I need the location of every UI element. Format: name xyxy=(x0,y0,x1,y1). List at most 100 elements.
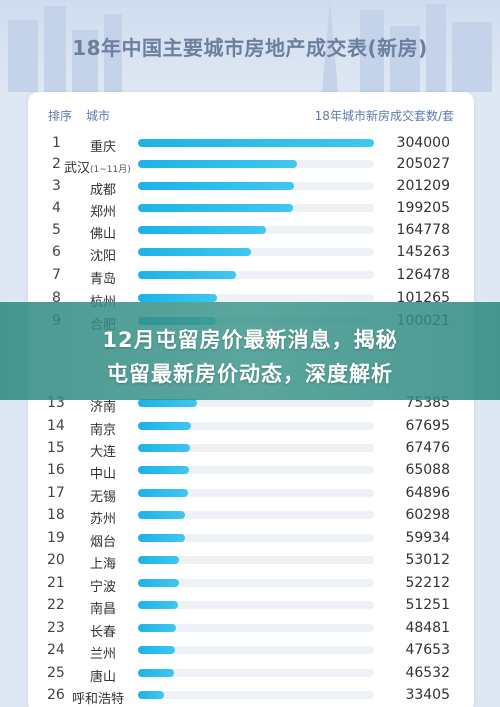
rank-number: 4 xyxy=(52,200,61,216)
city-label: 成都 xyxy=(90,183,117,198)
city-label: 宁波 xyxy=(90,580,117,595)
rank-number: 5 xyxy=(52,222,61,238)
bar xyxy=(138,624,176,632)
city-note: (1~11月) xyxy=(90,165,131,175)
bar-track xyxy=(138,271,374,279)
table-row: 4 郑州 199205 xyxy=(28,198,474,220)
table-row: 23 长春 48481 xyxy=(28,618,474,640)
city-label: 唐山 xyxy=(90,670,117,685)
rank-number: 23 xyxy=(47,620,65,636)
city-name: 佛山 xyxy=(90,223,116,242)
value-label: 145263 xyxy=(396,244,450,260)
bar xyxy=(138,248,251,256)
value-label: 64896 xyxy=(405,485,450,501)
table-row: 19 烟台 59934 xyxy=(28,528,474,550)
value-label: 126478 xyxy=(396,267,450,283)
bar xyxy=(138,579,179,587)
bar-track xyxy=(138,160,374,168)
table-row: 26 呼和浩特 33405 xyxy=(28,685,474,707)
bar-track xyxy=(138,422,374,430)
city-name: 重庆 xyxy=(90,136,116,155)
rank-number: 20 xyxy=(47,552,65,568)
rank-number: 16 xyxy=(47,462,65,478)
city-name: 长春 xyxy=(90,621,116,640)
table-row: 7 青岛 126478 xyxy=(28,265,474,287)
city-name: 青岛 xyxy=(90,268,116,287)
table-header: 排序 城市 18年城市新房成交套数/套 xyxy=(28,92,474,134)
rank-number: 19 xyxy=(47,530,65,546)
city-label: 中山 xyxy=(90,467,117,482)
bar xyxy=(138,444,191,452)
city-label: 南京 xyxy=(90,423,117,438)
table-row: 24 兰州 47653 xyxy=(28,640,474,662)
bar-track xyxy=(138,691,374,699)
value-label: 65088 xyxy=(405,462,450,478)
city-name: 成都 xyxy=(90,179,116,198)
city-name: 上海 xyxy=(90,553,116,572)
table-row: 15 大连 67476 xyxy=(28,438,474,460)
bar xyxy=(138,294,217,302)
city-name: 兰州 xyxy=(90,643,116,662)
rank-number: 15 xyxy=(47,440,65,456)
value-label: 67695 xyxy=(405,418,450,434)
rank-number: 2 xyxy=(52,156,61,172)
bar-track xyxy=(138,534,374,542)
city-name: 呼和浩特 xyxy=(72,688,124,707)
value-label: 164778 xyxy=(396,222,450,238)
bar-track xyxy=(138,556,374,564)
headline-line-2: 屯留最新房价动态，深度解析 xyxy=(107,362,393,386)
bar xyxy=(138,466,189,474)
rank-number: 6 xyxy=(52,244,61,260)
bar-track xyxy=(138,601,374,609)
table-row: 25 唐山 46532 xyxy=(28,663,474,685)
value-column-header: 18年城市新房成交套数/套 xyxy=(314,109,454,123)
rank-column-header: 排序 xyxy=(48,109,73,123)
bar-track xyxy=(138,646,374,654)
city-column-header: 城市 xyxy=(86,109,111,123)
bar-track xyxy=(138,466,374,474)
table-row: 1 重庆 304000 xyxy=(28,133,474,155)
bar xyxy=(138,646,175,654)
value-label: 199205 xyxy=(396,200,450,216)
bar-track xyxy=(138,204,374,212)
bar xyxy=(138,556,180,564)
rank-number: 14 xyxy=(47,418,65,434)
table-row: 3 成都 201209 xyxy=(28,176,474,198)
city-label: 青岛 xyxy=(90,272,117,287)
table-row: 21 宁波 52212 xyxy=(28,573,474,595)
city-label: 苏州 xyxy=(90,512,117,527)
city-name: 济南 xyxy=(90,396,116,415)
city-label: 长春 xyxy=(90,625,117,640)
city-name: 沈阳 xyxy=(90,245,116,264)
bar xyxy=(138,399,197,407)
value-label: 33405 xyxy=(405,687,450,703)
city-name: 苏州 xyxy=(90,508,116,527)
headline-line-1: 12月屯留房价最新消息，揭秘 xyxy=(102,328,398,352)
value-label: 51251 xyxy=(405,597,450,613)
bar-track xyxy=(138,226,374,234)
chart-title: 18年中国主要城市房地产成交表(新房) xyxy=(72,36,428,60)
table-row: 22 南昌 51251 xyxy=(28,595,474,617)
bar xyxy=(138,226,266,234)
city-name: 郑州 xyxy=(90,201,116,220)
bar-track xyxy=(138,139,374,147)
city-name: 宁波 xyxy=(90,576,116,595)
city-name: 烟台 xyxy=(90,531,116,550)
value-label: 47653 xyxy=(405,642,450,658)
rank-number: 7 xyxy=(52,267,61,283)
rank-number: 25 xyxy=(47,665,65,681)
bar-track xyxy=(138,489,374,497)
bar xyxy=(138,691,164,699)
bar-track xyxy=(138,399,374,407)
table-row: 17 无锡 64896 xyxy=(28,483,474,505)
rank-number: 22 xyxy=(47,597,65,613)
table-row: 20 上海 53012 xyxy=(28,550,474,572)
table-row: 14 南京 67695 xyxy=(28,416,474,438)
city-label: 无锡 xyxy=(90,490,117,505)
table-row: 16 中山 65088 xyxy=(28,460,474,482)
value-label: 48481 xyxy=(405,620,450,636)
bar-track xyxy=(138,248,374,256)
city-label: 烟台 xyxy=(90,535,117,550)
bar xyxy=(138,534,185,542)
value-label: 53012 xyxy=(405,552,450,568)
